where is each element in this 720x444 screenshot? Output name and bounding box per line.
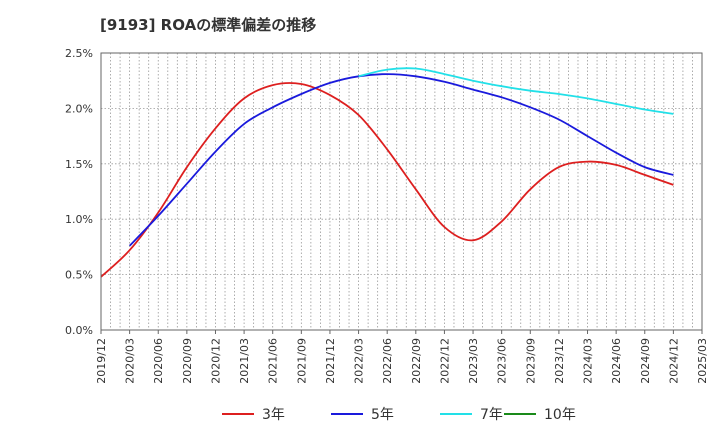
x-tick-label: 2019/12 bbox=[95, 338, 108, 384]
series-line bbox=[100, 82, 674, 278]
legend-label: 7年 bbox=[480, 407, 503, 423]
x-tick-label: 2023/12 bbox=[553, 338, 566, 384]
x-tick-label: 2020/09 bbox=[181, 338, 194, 384]
x-tick-label: 2021/12 bbox=[324, 338, 337, 384]
x-tick-label: 2020/12 bbox=[209, 338, 222, 384]
x-tick-label: 2023/09 bbox=[524, 338, 537, 384]
y-axis-ticks: 0.0% 0.5% 1.0% 1.5% 2.0% 2.5% bbox=[65, 47, 93, 337]
y-tick-label: 2.0% bbox=[65, 102, 93, 115]
y-tick-label: 0.5% bbox=[65, 269, 93, 282]
x-tick-label: 2021/09 bbox=[295, 338, 308, 384]
legend-label: 3年 bbox=[262, 407, 285, 423]
legend: 3年 5年 7年 10年 bbox=[222, 407, 576, 423]
legend-label: 5年 bbox=[371, 407, 394, 423]
x-tick-label: 2024/09 bbox=[639, 338, 652, 384]
x-tick-label: 2024/03 bbox=[582, 338, 595, 384]
grid-lines bbox=[101, 53, 702, 330]
x-tick-label: 2024/12 bbox=[667, 338, 680, 384]
x-tick-label: 2022/03 bbox=[353, 338, 366, 384]
x-tick-label: 2025/03 bbox=[696, 338, 709, 384]
x-tick-label: 2021/03 bbox=[238, 338, 251, 384]
legend-label: 10年 bbox=[544, 407, 576, 423]
series-lines bbox=[100, 67, 674, 278]
plot-frame bbox=[100, 52, 703, 331]
chart-title: [9193] ROAの標準偏差の推移 bbox=[100, 16, 317, 34]
x-tick-label: 2021/06 bbox=[267, 338, 280, 384]
y-tick-label: 1.0% bbox=[65, 213, 93, 226]
x-tick-label: 2022/12 bbox=[438, 338, 451, 384]
x-tick-label: 2024/06 bbox=[610, 338, 623, 384]
x-tick-label: 2022/09 bbox=[410, 338, 423, 384]
x-tick-label: 2023/03 bbox=[467, 338, 480, 384]
x-tick-label: 2022/06 bbox=[381, 338, 394, 384]
y-tick-label: 1.5% bbox=[65, 158, 93, 171]
x-tick-label: 2020/03 bbox=[124, 338, 137, 384]
series-line bbox=[128, 73, 674, 247]
y-tick-label: 2.5% bbox=[65, 47, 93, 60]
x-axis-ticks: 2019/12 2020/03 2020/06 2020/09 2020/12 2021/… bbox=[95, 330, 709, 384]
plot-area-border bbox=[100, 52, 703, 331]
x-tick-label: 2023/06 bbox=[496, 338, 509, 384]
x-tick-label: 2020/06 bbox=[152, 338, 165, 384]
series-line bbox=[358, 67, 674, 115]
y-tick-label: 0.0% bbox=[65, 324, 93, 337]
